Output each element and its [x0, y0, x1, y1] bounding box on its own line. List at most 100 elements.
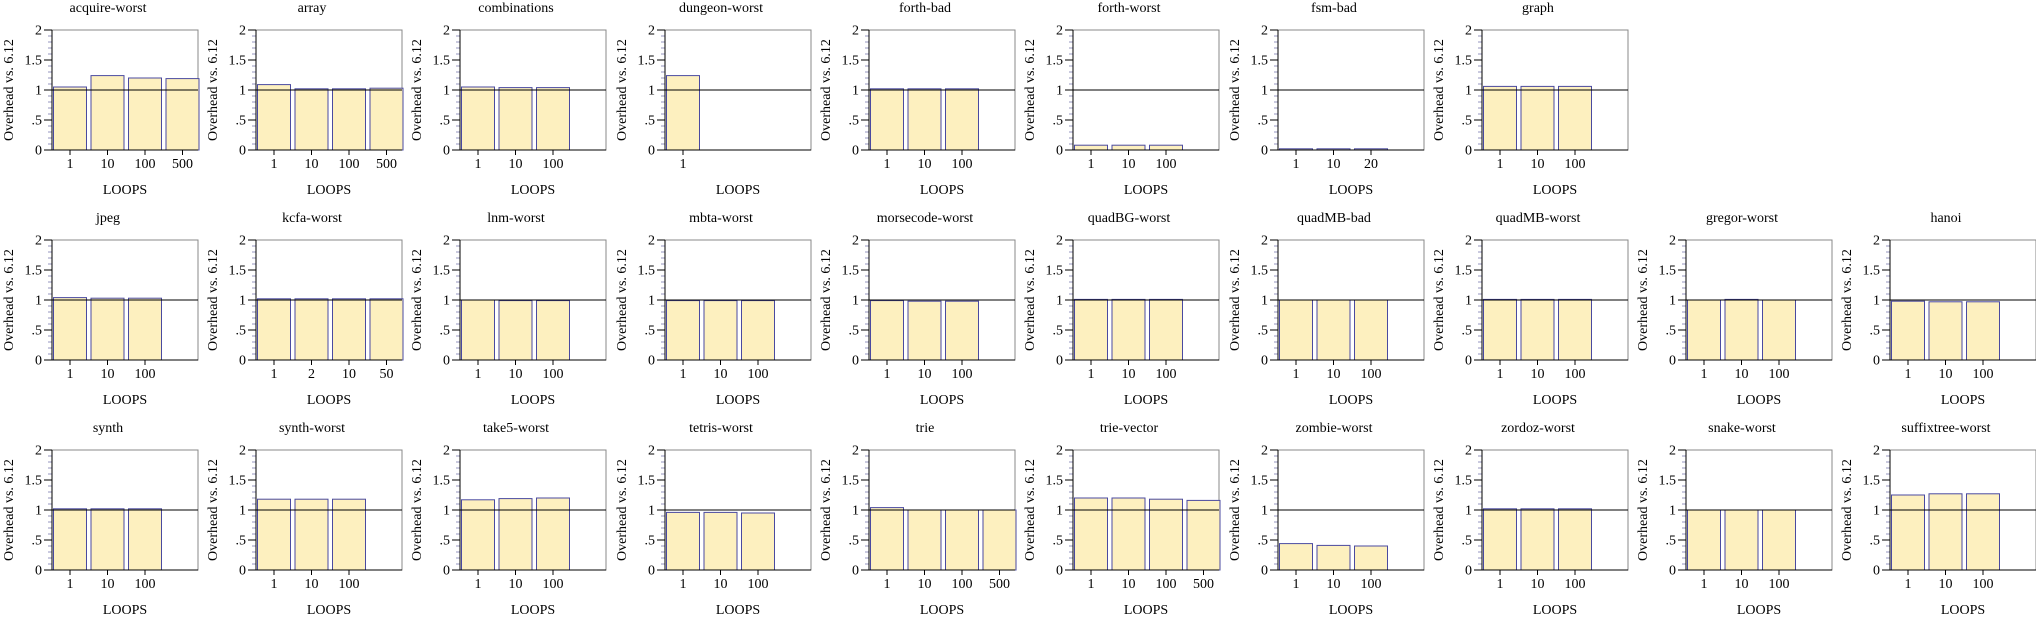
bar-50: [369, 298, 404, 361]
bar-10: [90, 508, 125, 571]
x-axis-label: LOOPS: [716, 393, 760, 408]
x-tick-label: 10: [305, 577, 319, 592]
y-tick-label: 1.5: [229, 264, 247, 279]
y-tick-label: .5: [236, 324, 247, 339]
y-tick-label: 1: [1465, 504, 1472, 519]
bar-chart-dungeon-worst: dungeon-worst Overhead vs. 6.12 0 .5 1 1.5 2 1 L…: [615, 1, 812, 198]
y-tick-label: 1.5: [229, 474, 247, 489]
y-tick-label: 1: [35, 84, 42, 99]
chart-panel-acquire-worst: acquire-worst Overhead vs. 6.12 0 .5 1 1.5 2 1 1…: [0, 0, 200, 210]
x-axis-label: LOOPS: [1329, 183, 1373, 198]
y-axis-label: Overhead vs. 6.12: [206, 39, 221, 141]
y-tick-label: 0: [35, 564, 42, 579]
y-tick-label: 1.5: [1251, 264, 1269, 279]
bar-100: [332, 498, 366, 571]
x-tick-label: 10: [918, 577, 932, 592]
chart-title: trie: [916, 421, 935, 436]
x-tick-label: 10: [509, 577, 523, 592]
bar-chart-lnm-worst: lnm-worst Overhead vs. 6.12 0 .5 1 1.5 2 1 10 100…: [410, 211, 607, 408]
y-tick-label: 1.5: [1455, 264, 1473, 279]
bar-1: [53, 86, 87, 151]
y-tick-label: 2: [1056, 444, 1063, 459]
y-tick-label: 1: [35, 294, 42, 309]
y-tick-label: 0: [443, 144, 450, 159]
bar-100: [741, 512, 775, 571]
bar-chart-zombie-worst: zombie-worst Overhead vs. 6.12 0 .5 1 1.5 2 1 10…: [1228, 421, 1425, 618]
chart-panel-dungeon-worst: dungeon-worst Overhead vs. 6.12 0 .5 1 1.5 2 1 L…: [613, 0, 813, 210]
y-tick-label: 0: [1873, 354, 1880, 369]
bar-100: [1558, 85, 1592, 151]
y-tick-label: 2: [443, 24, 450, 39]
x-tick-label: 1: [1701, 367, 1708, 382]
bar-10: [907, 88, 942, 151]
bar-1: [1279, 543, 1313, 571]
y-tick-label: 0: [648, 564, 655, 579]
y-axis-label: Overhead vs. 6.12: [206, 459, 221, 561]
x-tick-label: 10: [509, 157, 523, 172]
y-tick-label: 0: [239, 144, 246, 159]
bar-100: [945, 88, 979, 151]
y-tick-label: 1: [852, 294, 859, 309]
chart-title: quadMB-worst: [1496, 211, 1581, 226]
y-tick-label: 2: [852, 24, 859, 39]
x-tick-label: 100: [135, 577, 156, 592]
bar-1: [461, 499, 495, 571]
chart-title: synth: [93, 421, 123, 436]
bar-10: [1111, 144, 1146, 151]
chart-title: suffixtree-worst: [1901, 421, 1990, 436]
y-tick-label: 1.5: [1251, 474, 1269, 489]
x-axis-label: LOOPS: [1533, 603, 1577, 618]
x-tick-label: 10: [714, 577, 728, 592]
bar-chart-combinations: combinations Overhead vs. 6.12 0 .5 1 1.5 2 1 10…: [410, 1, 607, 198]
x-tick-label: 1: [680, 367, 687, 382]
bar-10: [332, 298, 366, 361]
bar-100: [1149, 498, 1183, 571]
x-tick-label: 10: [101, 577, 115, 592]
x-tick-label: 2: [308, 367, 315, 382]
chart-title: take5-worst: [483, 421, 549, 436]
y-tick-label: 2: [1669, 234, 1676, 249]
x-axis-label: LOOPS: [307, 183, 351, 198]
x-tick-label: 1: [271, 577, 278, 592]
x-tick-label: 100: [952, 577, 973, 592]
chart-panel-lnm-worst: lnm-worst Overhead vs. 6.12 0 .5 1 1.5 2 1 10 100…: [408, 210, 608, 420]
y-tick-label: .5: [440, 324, 451, 339]
chart-panel-forth-bad: forth-bad Overhead vs. 6.12 0 .5 1 1.5 2 1 10 100…: [817, 0, 1017, 210]
y-tick-label: 1.5: [229, 54, 247, 69]
y-tick-label: .5: [236, 534, 247, 549]
y-axis-label: Overhead vs. 6.12: [819, 39, 834, 141]
bar-1: [870, 88, 904, 151]
y-tick-label: 2: [35, 24, 42, 39]
bar-1: [1891, 300, 1925, 361]
y-tick-label: 2: [1873, 444, 1880, 459]
y-tick-label: 2: [443, 234, 450, 249]
y-tick-label: 0: [1261, 564, 1268, 579]
y-tick-label: .5: [645, 534, 656, 549]
y-tick-label: 1: [852, 84, 859, 99]
x-axis-label: LOOPS: [511, 183, 555, 198]
y-tick-label: 0: [239, 354, 246, 369]
chart-panel-quadBG-worst: quadBG-worst Overhead vs. 6.12 0 .5 1 1.5 2 1 10…: [1021, 210, 1221, 420]
y-tick-label: 1.5: [638, 474, 656, 489]
y-tick-label: 2: [1261, 444, 1268, 459]
y-tick-label: 1.5: [433, 474, 451, 489]
x-tick-label: 10: [1122, 367, 1136, 382]
x-tick-label: 500: [1193, 577, 1214, 592]
bar-500: [165, 78, 200, 151]
chart-title: morsecode-worst: [877, 211, 974, 226]
chart-panel-trie-vector: trie-vector Overhead vs. 6.12 0 .5 1 1.5 2 1 10 1…: [1021, 420, 1221, 630]
x-tick-label: 10: [1939, 577, 1953, 592]
y-tick-label: 2: [239, 444, 246, 459]
chart-panel-forth-worst: forth-worst Overhead vs. 6.12 0 .5 1 1.5 2 1 10 1…: [1021, 0, 1221, 210]
y-tick-label: 0: [35, 354, 42, 369]
y-tick-label: 2: [1465, 444, 1472, 459]
x-tick-label: 1: [1497, 367, 1504, 382]
bar-1: [666, 300, 700, 361]
y-tick-label: .5: [32, 324, 43, 339]
x-axis-label: LOOPS: [1941, 393, 1985, 408]
x-tick-label: 10: [101, 367, 115, 382]
x-axis-label: LOOPS: [103, 603, 147, 618]
y-tick-label: 1: [648, 504, 655, 519]
x-tick-label: 10: [1327, 577, 1341, 592]
